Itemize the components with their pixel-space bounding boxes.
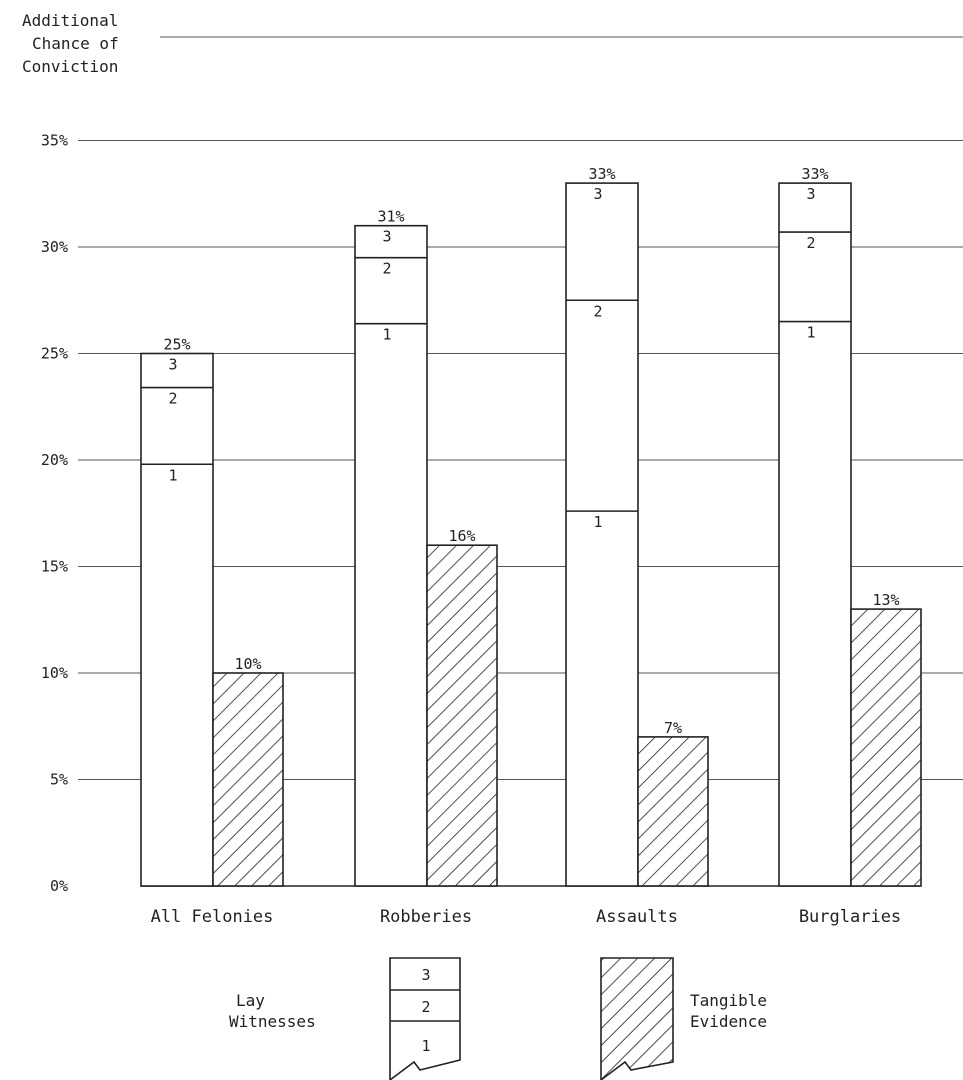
y-axis-label: Additional Chance of Conviction: [22, 11, 119, 76]
tangible-evidence-value-label: 13%: [872, 591, 899, 609]
legend-item-lay-witnesses: 3 2 1 Lay Witnesses: [229, 957, 461, 1080]
legend: 3 2 1 Lay Witnesses Tangible Evidence: [229, 957, 767, 1080]
category-label: Assaults: [596, 907, 678, 927]
segment-label: 3: [168, 356, 177, 374]
tangible-evidence-bar: [637, 736, 709, 887]
lay-witnesses-total-label: 25%: [163, 336, 190, 354]
segment-label: 1: [168, 466, 177, 484]
lay-witnesses-bar: [565, 182, 639, 887]
lay-witnesses-total-label: 31%: [377, 208, 404, 226]
category-label: Robberies: [380, 907, 472, 927]
tangible-evidence-value-label: 10%: [234, 655, 261, 673]
segment-label: 2: [382, 260, 391, 278]
lay-witnesses-bar: [354, 224, 428, 887]
legend-segment-label: 3: [421, 966, 430, 984]
legend-segment-label: 2: [421, 998, 430, 1016]
y-axis-label-line: Conviction: [22, 57, 118, 76]
category-label: All Felonies: [151, 907, 274, 927]
legend-label-tangible-evidence: Evidence: [690, 1012, 767, 1031]
tangible-evidence-value-label: 16%: [448, 527, 475, 545]
legend-item-tangible-evidence: Tangible Evidence: [600, 957, 767, 1080]
legend-label-lay-witnesses: Witnesses: [229, 1012, 316, 1031]
tangible-evidence-bar: [426, 544, 498, 887]
y-tick-label: 10%: [41, 664, 68, 682]
segment-label: 1: [382, 326, 391, 344]
tangible-evidence-bar: [212, 672, 284, 887]
lay-witnesses-total-label: 33%: [801, 165, 828, 183]
segment-label: 1: [593, 513, 602, 531]
segment-label: 2: [593, 302, 602, 320]
legend-swatch-stacked: [389, 957, 461, 1080]
y-tick-label: 25%: [41, 345, 68, 363]
y-tick-label: 30%: [41, 238, 68, 256]
segment-label: 1: [806, 324, 815, 342]
segment-label: 3: [382, 228, 391, 246]
tangible-evidence-value-label: 7%: [664, 719, 682, 737]
legend-swatch-hatched: [600, 957, 674, 1080]
bars: 1 2 3 25% 10% 1 2 3 31% 16% 1 2 3 33% 7% 1 2 3 33% 13%: [140, 165, 922, 887]
category-label: Burglaries: [799, 907, 901, 927]
segment-label: 3: [806, 185, 815, 203]
y-tick-label: 15%: [41, 558, 68, 576]
legend-segment-label: 1: [421, 1037, 430, 1055]
segment-label: 2: [168, 390, 177, 408]
y-tick-label: 20%: [41, 451, 68, 469]
lay-witnesses-total-label: 33%: [588, 165, 615, 183]
segment-label: 3: [593, 185, 602, 203]
lay-witnesses-bar: [778, 182, 852, 887]
segment-label: 2: [806, 234, 815, 252]
y-tick-label: 35%: [41, 132, 68, 150]
lay-witnesses-bar: [140, 352, 214, 887]
tangible-evidence-bar: [850, 608, 922, 887]
y-axis-label-line: Chance of: [32, 34, 119, 53]
y-axis-label-line: Additional: [22, 11, 118, 30]
category-labels: All Felonies Robberies Assaults Burglaries: [151, 907, 902, 927]
y-tick-label: 5%: [50, 771, 68, 789]
y-tick-labels: 0% 5% 10% 15% 20% 25% 30% 35%: [41, 132, 68, 896]
legend-label-lay-witnesses: Lay: [236, 991, 265, 1010]
legend-label-tangible-evidence: Tangible: [690, 991, 767, 1010]
y-tick-label: 0%: [50, 877, 68, 895]
